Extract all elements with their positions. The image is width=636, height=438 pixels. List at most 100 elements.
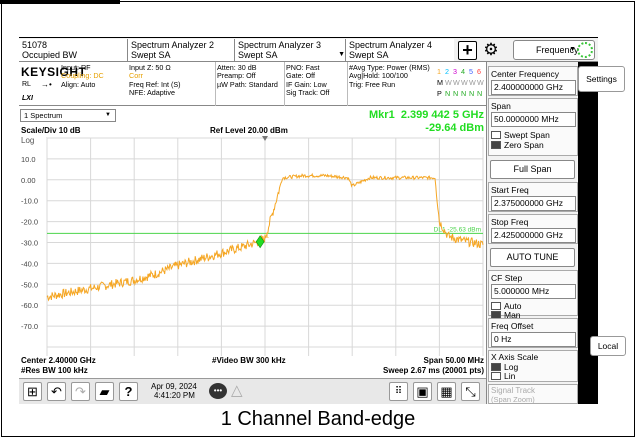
pno-settings[interactable]: PNO: Fast Gate: Off IF Gain: Low Sig Tra… [286, 63, 330, 98]
divider [284, 62, 285, 106]
divider [215, 62, 216, 106]
tab-spectrum-analyzer-4[interactable]: Spectrum Analyzer 4 Swept SA [346, 39, 454, 61]
input-settings[interactable]: Input: RF Coupling: DC Align: Auto [61, 63, 104, 89]
auto-tune-button[interactable]: AUTO TUNE [490, 248, 575, 267]
mode-select-label: Frequency [536, 45, 579, 55]
gear-icon[interactable]: ⚙ [483, 40, 499, 59]
redo-icon[interactable]: ↷ [71, 382, 90, 401]
freq-ref: Freq Ref: Int (S) [129, 79, 181, 89]
scale-div: Scale/Div 10 dB [21, 126, 81, 135]
tab-line2: Occupied BW [22, 50, 78, 60]
zero-span-label: Zero Span [504, 140, 544, 150]
res-bw-label: #Res BW 100 kHz [21, 366, 88, 375]
trace-det: N [461, 89, 468, 98]
keypad-icon[interactable]: ⠿ [389, 382, 408, 401]
stop-freq-control[interactable]: Stop Freq 2.425000000 GHz [488, 214, 578, 244]
x-axis-scale-control[interactable]: X Axis Scale Log Lin [488, 350, 578, 382]
message-icon[interactable]: ••• [209, 383, 227, 399]
y-tick-label: -50.0 [21, 280, 38, 289]
stop-freq-label: Stop Freq [491, 217, 529, 227]
trace-type: W [461, 78, 469, 87]
tab-line1: Spectrum Analyzer 3 [238, 40, 322, 50]
undo-icon[interactable]: ↶ [47, 382, 66, 401]
trace-det: N [445, 89, 452, 98]
span-field[interactable]: 50.0000000 MHz [491, 112, 576, 127]
keysight-logo: KEYSIGHT [21, 65, 87, 79]
auto-label: Auto [504, 301, 522, 311]
freq-offset-label: Freq Offset [491, 321, 534, 331]
spectrum-select-label: 1 Spectrum [24, 111, 63, 120]
span-field-label: Span [491, 101, 511, 111]
marker-amplitude: -29.64 dBm [425, 122, 484, 134]
touch-icon[interactable]: ▣ [413, 382, 432, 401]
input-z: Input Z: 50 Ω [129, 63, 171, 72]
span-control[interactable]: Span 50.0000000 MHz Swept Span Zero Span [488, 98, 578, 156]
tab-spectrum-analyzer-3[interactable]: Spectrum Analyzer 3 Swept SA ▼ [235, 39, 346, 61]
settings-button[interactable]: Settings [578, 66, 625, 92]
center-frequency-label: Center 2.40000 GHz [21, 356, 96, 365]
trace-type-row: MWWWWW [437, 77, 485, 88]
spectrum-select[interactable]: 1 Spectrum ▼ [20, 109, 116, 122]
tab-dropdown-icon[interactable]: ▼ [338, 51, 345, 58]
freq-offset-control[interactable]: Freq Offset 0 Hz [488, 318, 578, 348]
input-z-settings[interactable]: Input Z: 50 Ω Corr Freq Ref: Int (S) NFE… [129, 63, 181, 98]
frequency-softkey-panel: Center Frequency 2.400000000 GHz Span 50… [486, 62, 578, 404]
windows-start-icon[interactable]: ⊞ [23, 382, 42, 401]
log-option[interactable]: Log [491, 363, 518, 372]
tab-line1: Spectrum Analyzer 2 [131, 40, 215, 50]
warning-icon[interactable]: △ [231, 382, 243, 399]
folder-icon[interactable]: ▰ [95, 382, 114, 401]
cf-step-auto-option[interactable]: Auto [491, 302, 522, 311]
cf-step-control[interactable]: CF Step 5.000000 MHz Auto Man [488, 270, 578, 320]
mode-select[interactable]: Frequency ▼ [513, 40, 595, 60]
freq-offset-field[interactable]: 0 Hz [491, 332, 576, 347]
spectrum-trace [46, 172, 484, 302]
y-tick-label: 10.0 [21, 155, 36, 164]
stop-freq-field[interactable]: 2.425000000 GHz [491, 228, 576, 243]
swept-span-option[interactable]: Swept Span [491, 131, 550, 140]
lxi-logo: LXI [22, 95, 33, 102]
trace-num: 6 [477, 67, 482, 76]
tab-occupied-bw[interactable]: 51078 Occupied BW [19, 39, 128, 61]
center-frequency-field[interactable]: 2.400000000 GHz [491, 80, 576, 95]
help-icon[interactable]: ? [119, 382, 138, 401]
cf-step-field[interactable]: 5.000000 MHz [491, 284, 576, 299]
center-marker-icon [262, 136, 268, 141]
fullscreen-icon[interactable]: ⤡ [461, 382, 480, 401]
start-freq-field[interactable]: 2.375000000 GHz [491, 196, 576, 211]
local-button[interactable]: Local [590, 336, 626, 356]
tab-line2: Swept SA [238, 50, 278, 60]
chevron-down-icon: ▼ [569, 46, 576, 53]
window-layout-icon[interactable]: ▦ [437, 382, 456, 401]
coupling: Coupling: DC [61, 71, 104, 81]
full-span-button[interactable]: Full Span [490, 160, 575, 179]
signal-track-control[interactable]: Signal Track (Span Zoom) [488, 384, 578, 404]
atten-settings[interactable]: Atten: 30 dB Preamp: Off µW Path: Standa… [217, 63, 278, 89]
pno: PNO: Fast [286, 63, 320, 72]
rl-indicator: RL [22, 81, 31, 88]
trace-num: 2 [445, 67, 450, 76]
tab-spectrum-analyzer-2[interactable]: Spectrum Analyzer 2 Swept SA [128, 39, 235, 61]
y-tick-label: -20.0 [21, 218, 38, 227]
marker-frequency: 2.399 442 5 GHz [400, 109, 484, 121]
scale-type: Log [21, 136, 35, 145]
center-frequency-control[interactable]: Center Frequency 2.400000000 GHz [488, 66, 578, 96]
trace-type: W [477, 78, 485, 87]
lin-option[interactable]: Lin [491, 372, 515, 381]
input-rf: Input: RF [61, 63, 91, 72]
trace-num: 1 [437, 67, 442, 76]
marker-number-label: 1 [265, 233, 269, 240]
tab-line2: Swept SA [349, 50, 389, 60]
avg-settings[interactable]: #Avg Type: Power (RMS) Avg|Hold: 100/100… [349, 63, 430, 89]
trig: Trig: Free Run [349, 79, 396, 89]
y-tick-label: -30.0 [21, 239, 38, 248]
y-tick-label: -60.0 [21, 301, 38, 310]
start-freq-control[interactable]: Start Freq 2.375000000 GHz [488, 182, 578, 212]
add-screen-button[interactable]: + [458, 41, 477, 60]
plot-svg[interactable]: 10.0 0.00 -10.0 -20.0 -30.0 -40.0 -50.0 -60.0 -7… [19, 106, 486, 368]
sig-track: Sig Track: Off [286, 88, 330, 98]
zero-span-option[interactable]: Zero Span [491, 141, 544, 150]
uw-path: µW Path: Standard [217, 79, 278, 89]
spectrum-chart[interactable]: 10.0 0.00 -10.0 -20.0 -30.0 -40.0 -50.0 -60.0 -7… [19, 106, 486, 368]
